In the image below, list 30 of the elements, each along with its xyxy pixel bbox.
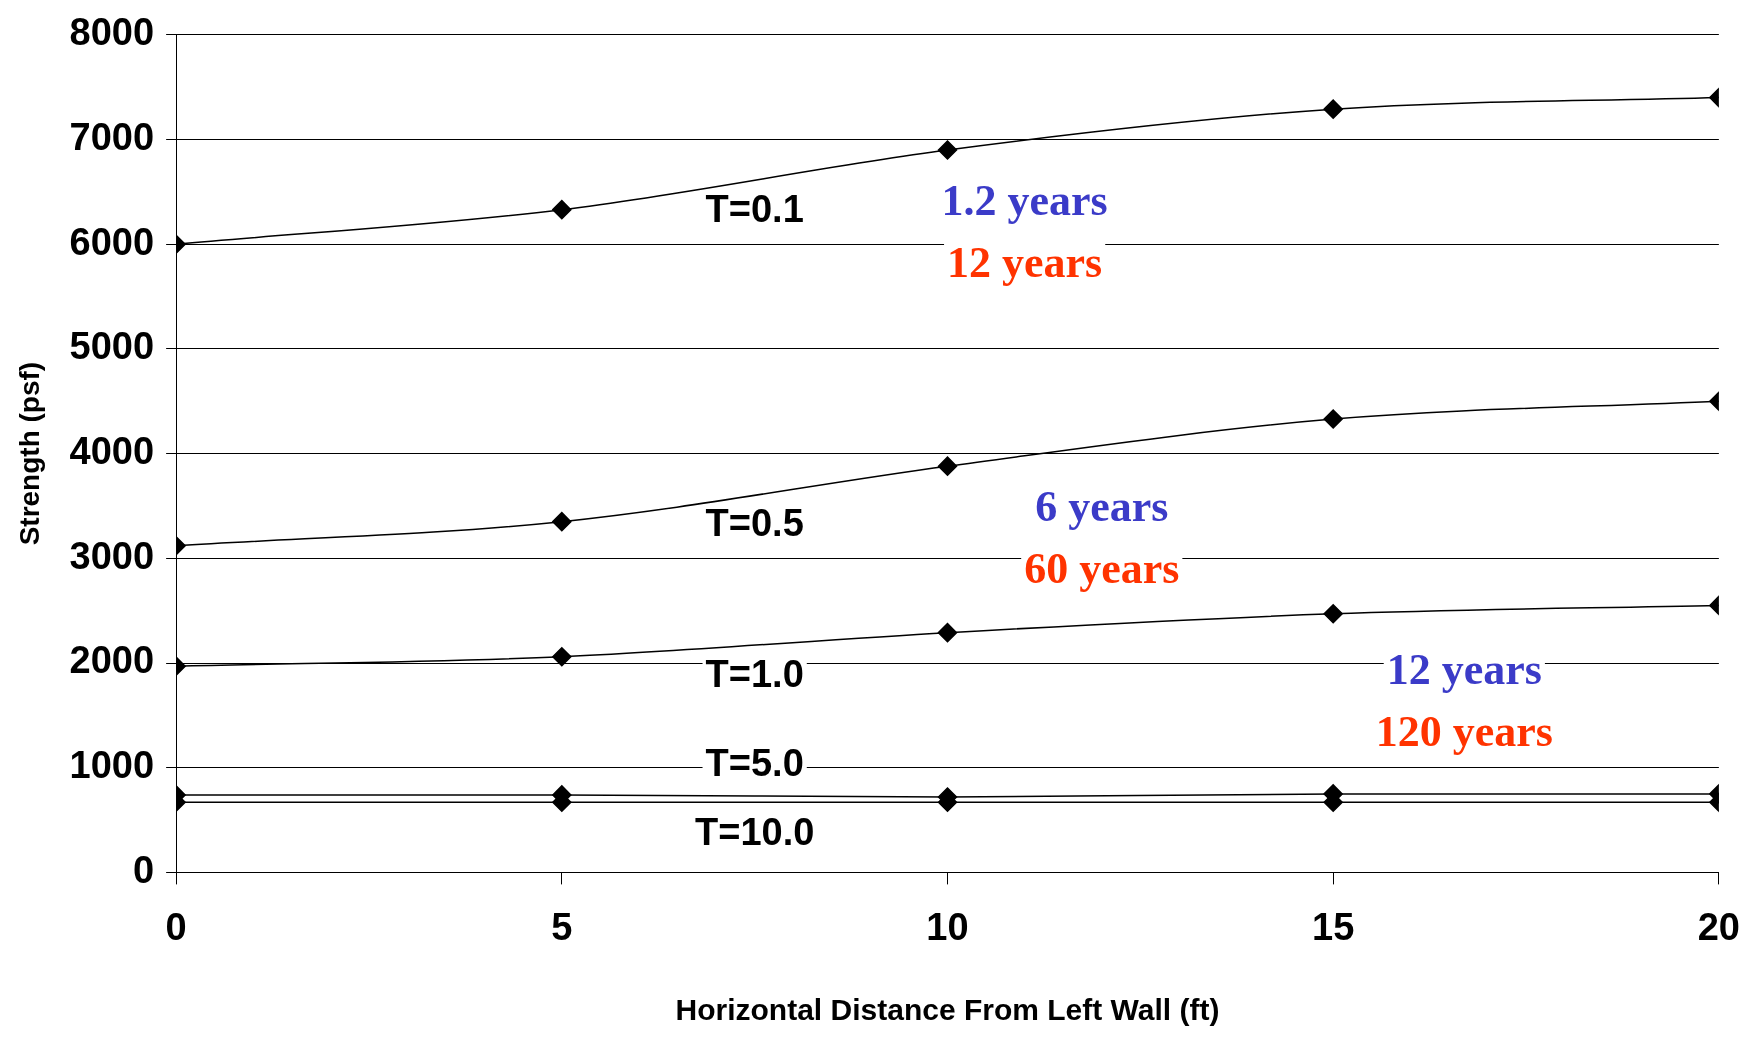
point: [937, 622, 958, 643]
annotation: 12 years: [947, 238, 1103, 288]
y-tick-label: 3000: [69, 534, 155, 577]
y-tick-label: 4000: [69, 430, 155, 473]
y-tick-label: 7000: [69, 115, 155, 158]
y-tick-label: 8000: [69, 11, 155, 54]
x-tick-label: 10: [926, 905, 969, 948]
y-axis-title: Strength (psf): [13, 361, 45, 546]
annotation: 60 years: [1024, 543, 1180, 593]
series-label: T=0.1: [705, 188, 804, 231]
annotation: 120 years: [1375, 707, 1553, 757]
annotation: 1.2 years: [941, 176, 1108, 226]
y-tick-label: 0: [132, 848, 155, 891]
annotation: 6 years: [1035, 481, 1169, 531]
y-tick-label: 1000: [69, 744, 155, 787]
y-tick-label: 2000: [69, 639, 155, 682]
x-axis-title: Horizontal Distance From Left Wall (ft): [675, 993, 1220, 1027]
series-label: T=1.0: [705, 653, 804, 696]
x-tick-label: 15: [1312, 905, 1355, 948]
point: [937, 456, 958, 476]
y-tick-label: 6000: [69, 220, 155, 263]
point: [937, 140, 958, 160]
series-label: T=0.5: [705, 502, 804, 545]
x-tick-label: 0: [165, 905, 187, 948]
series-label: T=5.0: [705, 742, 804, 785]
x-tick-label: 20: [1697, 905, 1741, 948]
annotation: 12 years: [1386, 645, 1542, 695]
series-label: T=10.0: [694, 810, 815, 853]
y-tick-label: 5000: [69, 325, 155, 368]
x-tick-label: 5: [551, 905, 573, 948]
